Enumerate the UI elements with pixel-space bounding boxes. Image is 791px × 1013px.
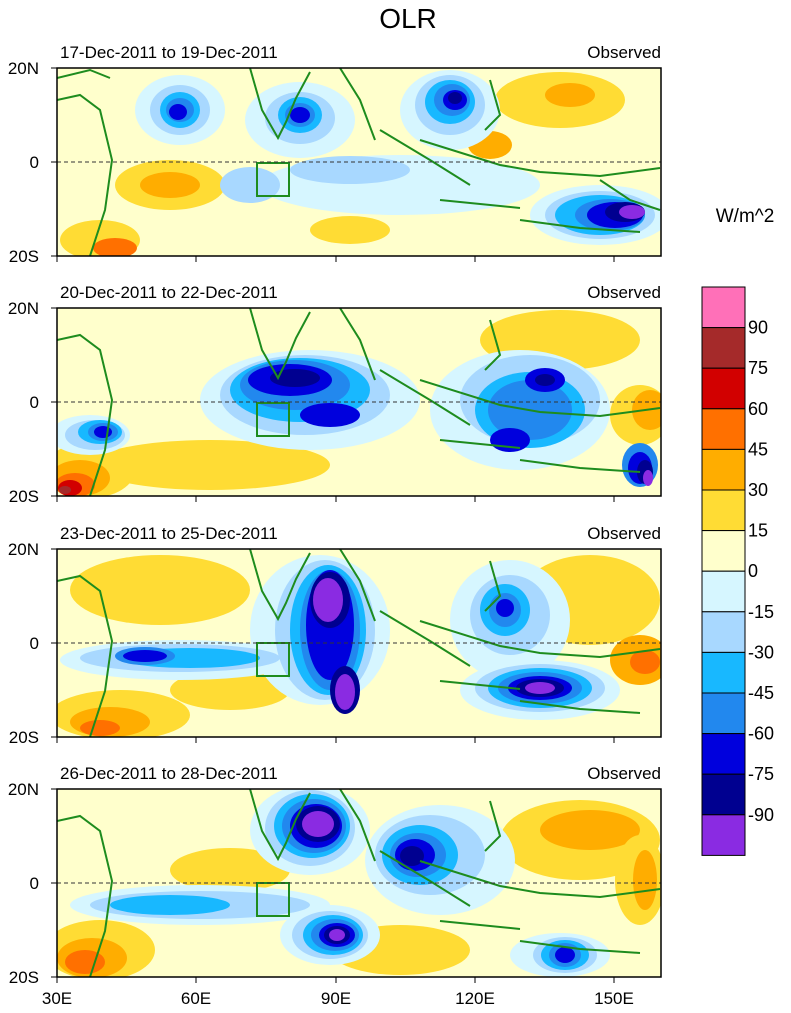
box-region [256, 642, 290, 677]
x-tick-label: 90E [321, 989, 351, 1008]
y-tick-label: 20S [9, 487, 39, 506]
box-region [256, 402, 290, 437]
y-tick-label: 20S [9, 247, 39, 266]
axis-ticks [51, 67, 615, 262]
y-tick-label: 20S [9, 968, 39, 987]
colorbar-tick-label: 0 [748, 561, 758, 581]
y-tick-label: 20N [8, 59, 39, 78]
colorbar-tick-label: 60 [748, 399, 768, 419]
colorbar-swatch [701, 651, 746, 694]
panel-1: 17-Dec-2011 to 19-Dec-2011 Observed 20N … [8, 43, 662, 266]
x-tick-label: 60E [181, 989, 211, 1008]
x-tick-label: 150E [594, 989, 634, 1008]
colorbar-tick-label: -15 [748, 602, 774, 622]
y-tick-label: 0 [30, 634, 39, 653]
axis-ticks [51, 307, 615, 502]
axis-ticks [51, 788, 615, 983]
panel-2: 20-Dec-2011 to 22-Dec-2011 Observed 20N … [8, 283, 662, 506]
colorbar-swatch [701, 692, 746, 735]
panel-tag: Observed [587, 43, 661, 62]
y-tick-label: 0 [30, 874, 39, 893]
colorbar-swatch [701, 530, 746, 572]
colorbar-swatch [701, 570, 746, 613]
colorbar-tick-label: 75 [748, 358, 768, 378]
colorbar-swatch [701, 327, 746, 369]
colorbar-swatch [701, 773, 746, 816]
coastlines [57, 68, 661, 256]
colorbar-tick-label: 90 [748, 318, 768, 338]
colorbar-tick-label: -45 [748, 683, 774, 703]
y-tick-label: 20S [9, 728, 39, 747]
colorbar-tick-label: 30 [748, 480, 768, 500]
colorbar-swatch [701, 408, 746, 450]
panel-date-range: 26-Dec-2011 to 28-Dec-2011 [60, 764, 278, 783]
colorbar-tick-label: -30 [748, 642, 774, 662]
colorbar-swatch [701, 367, 746, 410]
coastlines [57, 789, 661, 977]
axis-ticks [51, 548, 615, 743]
coastlines [57, 549, 661, 737]
panel-3: 23-Dec-2011 to 25-Dec-2011 Observed 20N … [8, 524, 662, 747]
panel-4: 26-Dec-2011 to 28-Dec-2011 Observed 20N … [8, 764, 662, 987]
panel-date-range: 23-Dec-2011 to 25-Dec-2011 [60, 524, 278, 543]
figure-title: OLR [379, 3, 437, 34]
colorbar-tick-label: -90 [748, 805, 774, 825]
y-tick-label: 20N [8, 780, 39, 799]
panel-tag: Observed [587, 524, 661, 543]
x-tick-label: 120E [455, 989, 495, 1008]
colorbar-swatch [701, 286, 746, 329]
colorbar-swatch [701, 448, 746, 491]
y-tick-label: 0 [30, 153, 39, 172]
y-tick-label: 20N [8, 540, 39, 559]
olr-field [57, 549, 661, 737]
panel-date-range: 17-Dec-2011 to 19-Dec-2011 [60, 43, 278, 62]
panel-date-range: 20-Dec-2011 to 22-Dec-2011 [60, 283, 278, 302]
colorbar-tick-label: 45 [748, 439, 768, 459]
units-label: W/m^2 [716, 206, 775, 227]
olr-field [57, 68, 661, 256]
x-tick-label: 30E [42, 989, 72, 1008]
colorbar-tick-label: 15 [748, 521, 768, 541]
y-tick-label: 0 [30, 393, 39, 412]
colorbar: 90 75 60 45 30 15 0 -15 -30 -45 -60 -75 -90 [701, 286, 774, 856]
colorbar-swatch [701, 814, 746, 856]
colorbar-tick-label: -60 [748, 724, 774, 744]
box-region [256, 162, 290, 197]
panel-tag: Observed [587, 764, 661, 783]
colorbar-swatch [701, 489, 746, 532]
colorbar-swatch [701, 611, 746, 653]
colorbar-swatch [701, 733, 746, 775]
box-region [256, 882, 290, 917]
y-tick-label: 20N [8, 299, 39, 318]
colorbar-tick-label: -75 [748, 764, 774, 784]
panel-tag: Observed [587, 283, 661, 302]
coastlines [57, 308, 661, 496]
